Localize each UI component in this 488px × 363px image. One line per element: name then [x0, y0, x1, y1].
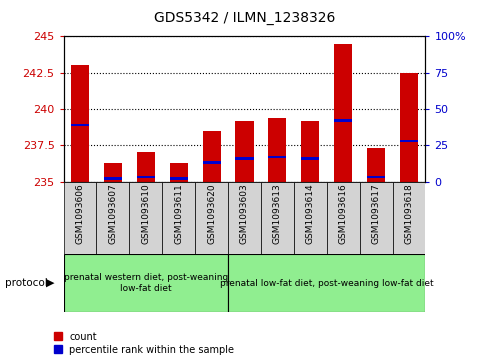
- Bar: [227, 254, 425, 312]
- Text: GSM1093611: GSM1093611: [174, 184, 183, 244]
- Bar: [63, 182, 96, 254]
- Bar: [268, 118, 286, 182]
- Bar: [202, 131, 220, 182]
- Text: GSM1093616: GSM1093616: [338, 184, 347, 244]
- Bar: [71, 123, 89, 126]
- Bar: [366, 148, 385, 182]
- Bar: [137, 176, 155, 179]
- Text: ▶: ▶: [46, 278, 55, 288]
- Bar: [129, 182, 162, 254]
- Bar: [333, 119, 351, 122]
- Text: GDS5342 / ILMN_1238326: GDS5342 / ILMN_1238326: [154, 11, 334, 25]
- Text: protocol: protocol: [5, 278, 47, 288]
- Bar: [63, 254, 227, 312]
- Text: GSM1093617: GSM1093617: [371, 184, 380, 244]
- Bar: [71, 65, 89, 182]
- Bar: [103, 177, 122, 180]
- Text: GSM1093618: GSM1093618: [404, 184, 413, 244]
- Legend: count, percentile rank within the sample: count, percentile rank within the sample: [54, 331, 234, 355]
- Text: GSM1093620: GSM1093620: [207, 184, 216, 244]
- Bar: [96, 182, 129, 254]
- Bar: [162, 182, 195, 254]
- Bar: [399, 73, 417, 182]
- Bar: [301, 157, 319, 160]
- Bar: [169, 177, 187, 180]
- Text: GSM1093613: GSM1093613: [272, 184, 281, 244]
- Text: prenatal western diet, post-weaning
low-fat diet: prenatal western diet, post-weaning low-…: [63, 273, 227, 293]
- Bar: [392, 182, 425, 254]
- Bar: [326, 182, 359, 254]
- Bar: [103, 163, 122, 182]
- Bar: [261, 182, 293, 254]
- Bar: [137, 152, 155, 182]
- Bar: [169, 163, 187, 182]
- Text: GSM1093606: GSM1093606: [75, 184, 84, 244]
- Bar: [366, 176, 385, 179]
- Text: GSM1093614: GSM1093614: [305, 184, 314, 244]
- Text: GSM1093603: GSM1093603: [240, 184, 248, 244]
- Text: GSM1093610: GSM1093610: [141, 184, 150, 244]
- Bar: [268, 155, 286, 158]
- Bar: [399, 139, 417, 142]
- Bar: [235, 157, 253, 160]
- Text: GSM1093607: GSM1093607: [108, 184, 117, 244]
- Bar: [235, 121, 253, 182]
- Bar: [293, 182, 326, 254]
- Text: prenatal low-fat diet, post-weaning low-fat diet: prenatal low-fat diet, post-weaning low-…: [220, 279, 433, 287]
- Bar: [333, 44, 351, 182]
- Bar: [202, 161, 220, 164]
- Bar: [301, 121, 319, 182]
- Bar: [359, 182, 392, 254]
- Bar: [227, 182, 261, 254]
- Bar: [195, 182, 227, 254]
